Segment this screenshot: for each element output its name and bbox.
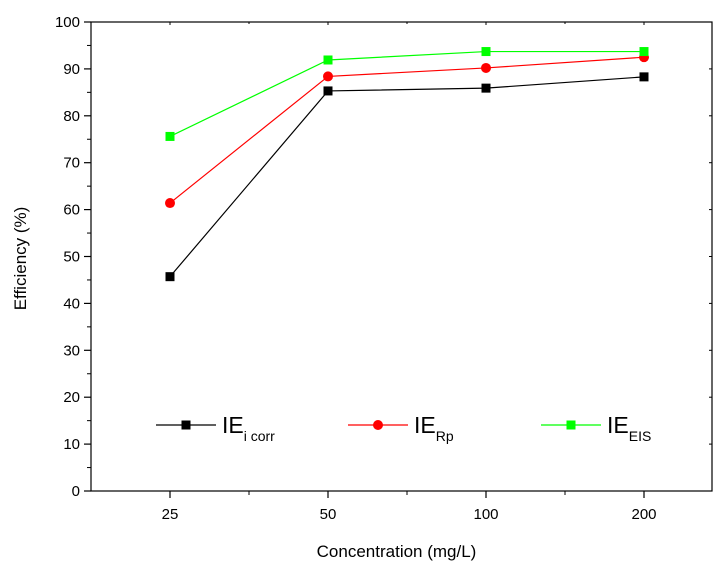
series-line — [169, 50, 644, 137]
data-point — [481, 83, 491, 93]
series-i-corr — [165, 72, 649, 282]
series-layer — [165, 47, 649, 282]
legend-marker — [373, 420, 383, 430]
legend-label-subscript: EIS — [629, 428, 652, 444]
y-tick-label: 70 — [63, 155, 80, 172]
y-tick-label: 60 — [63, 202, 80, 219]
x-tick-label: 200 — [631, 506, 656, 523]
legend: IEi corr IERp IEEIS — [156, 412, 651, 444]
y-tick-label: 40 — [63, 295, 80, 312]
legend-entry-rp: IERp — [348, 412, 454, 444]
data-point — [323, 71, 333, 82]
y-tick-label: 80 — [63, 108, 80, 125]
data-point — [639, 47, 649, 57]
legend-label: IEEIS — [607, 412, 651, 444]
legend-entry-eis: IEEIS — [541, 412, 651, 444]
y-tick-label: 30 — [63, 342, 80, 359]
data-point — [165, 272, 175, 282]
legend-marker — [181, 420, 191, 430]
legend-label: IERp — [414, 412, 454, 444]
legend-label-subscript: Rp — [436, 428, 454, 444]
series-rp — [165, 52, 649, 209]
data-point — [481, 47, 491, 57]
series-line — [169, 56, 645, 204]
legend-label-subscript: i corr — [244, 428, 275, 444]
legend-entry-i-corr: IEi corr — [156, 412, 275, 444]
series-line — [169, 76, 645, 278]
series-eis — [165, 47, 649, 141]
x-tick-label: 50 — [320, 506, 337, 523]
x-tick-label: 100 — [473, 506, 498, 523]
x-axis-title: Concentration (mg/L) — [317, 542, 477, 561]
y-axis-title: Efficiency (%) — [11, 207, 30, 311]
legend-label: IEi corr — [222, 412, 275, 444]
axis-ticks: 0 10 20 30 40 50 60 70 80 90 100 25 50 100 200 — [55, 14, 712, 523]
y-tick-label: 50 — [63, 249, 80, 266]
data-point — [323, 55, 333, 65]
data-point — [481, 62, 491, 73]
legend-marker — [566, 420, 576, 430]
y-tick-label: 10 — [63, 436, 80, 453]
y-tick-label: 100 — [55, 14, 80, 31]
y-tick-label: 0 — [72, 483, 80, 500]
data-point — [323, 86, 333, 96]
y-tick-label: 90 — [63, 61, 80, 78]
x-tick-label: 25 — [162, 506, 179, 523]
data-point — [165, 131, 175, 141]
data-point — [639, 72, 649, 82]
y-tick-label: 20 — [63, 389, 80, 406]
data-point — [165, 198, 175, 209]
